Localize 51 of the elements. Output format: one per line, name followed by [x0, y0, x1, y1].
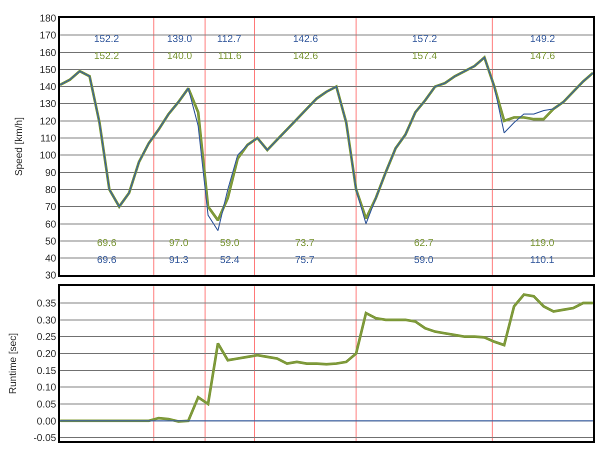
annotation: 157.2	[412, 34, 438, 45]
y-tick-label: 0.00	[36, 416, 57, 428]
annotation: 152.2	[94, 34, 120, 45]
annotation: 75.7	[295, 255, 315, 266]
y-tick-label: 0.20	[36, 348, 57, 360]
y-tick-label: 120	[40, 116, 57, 128]
annotation: 91.3	[169, 255, 189, 266]
y-tick-label: 180	[40, 14, 57, 24]
annotation: 69.6	[97, 238, 117, 249]
y-tick-label: 0.15	[36, 366, 57, 377]
annotation: 52.4	[220, 255, 240, 266]
annotation: 119.0	[530, 238, 555, 249]
annotation: 140.0	[167, 51, 192, 62]
y-tick-label: 140	[40, 82, 57, 94]
annotation: 69.6	[97, 255, 117, 266]
y-tick-label: 90	[45, 168, 57, 179]
y-tick-label: 170	[40, 30, 57, 42]
annotation: 110.1	[530, 255, 555, 266]
annotation: 142.6	[293, 51, 318, 62]
y-tick-label: 0.30	[36, 315, 57, 326]
annotation: 152.2	[94, 51, 120, 62]
annotation: 157.4	[412, 51, 438, 62]
y-tick-label: 100	[40, 150, 57, 162]
y-tick-label: 40	[45, 254, 57, 265]
y-tick-label: 0.25	[36, 332, 57, 344]
y-tick-label: 160	[40, 48, 57, 59]
annotation: 97.0	[169, 238, 189, 249]
y-tick-label: 0.35	[36, 298, 57, 310]
y-tick-label: -0.05	[33, 433, 57, 444]
y-tick-label: 110	[40, 134, 57, 145]
annotation: 73.7	[295, 238, 315, 249]
annotation: 59.0	[414, 255, 434, 266]
y-tick-label: 0.10	[36, 382, 57, 394]
annotation: 59.0	[220, 238, 240, 249]
annotation: 149.2	[530, 34, 556, 45]
y-tick-label: 60	[45, 219, 57, 230]
annotation: 62.7	[414, 238, 434, 249]
annotation: 112.7	[217, 34, 242, 45]
annotation: 111.6	[218, 51, 242, 62]
y-axis-title: Speed [km/h]	[14, 116, 26, 176]
annotation: 139.0	[167, 34, 192, 45]
y-tick-label: 0.05	[36, 399, 57, 410]
y-tick-label: 150	[40, 64, 57, 76]
y-axis-title: Runtime [sec]	[8, 332, 19, 394]
y-tick-label: 80	[45, 184, 57, 196]
y-tick-label: 50	[45, 236, 57, 248]
y-tick-label: 130	[40, 99, 57, 110]
annotation: 147.6	[530, 51, 556, 62]
annotation: 142.6	[293, 34, 318, 45]
y-tick-label: 70	[45, 202, 57, 214]
y-tick-label: 30	[45, 270, 57, 282]
